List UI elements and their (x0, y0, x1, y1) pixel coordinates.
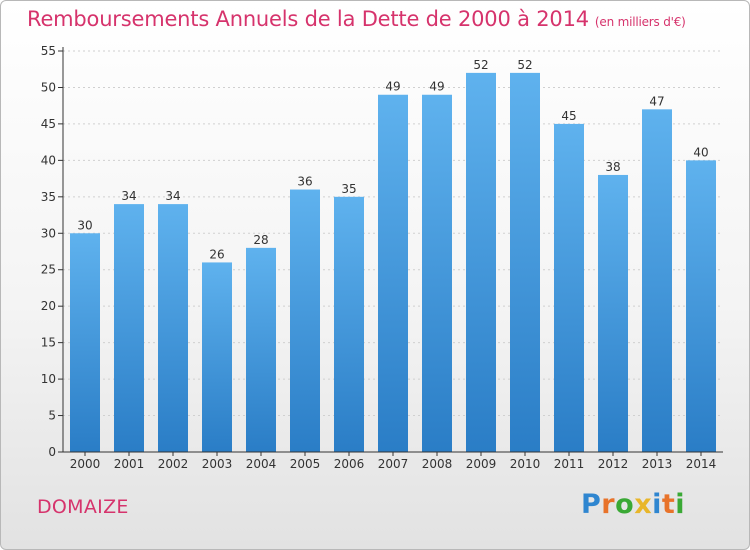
bar (290, 189, 320, 452)
bar-value-label: 35 (341, 182, 356, 196)
bar (70, 233, 100, 452)
bar (378, 94, 408, 452)
bar-value-label: 28 (253, 233, 268, 247)
bar (466, 72, 496, 452)
y-tick-label: 10 (41, 372, 56, 386)
bar-value-label: 52 (473, 58, 488, 72)
y-tick-label: 55 (41, 44, 56, 58)
y-tick-label: 35 (41, 190, 56, 204)
bar (422, 94, 452, 452)
bar-value-label: 30 (77, 218, 92, 232)
x-tick-label: 2008 (422, 457, 453, 471)
bar (686, 160, 716, 452)
bar-value-label: 49 (385, 80, 400, 94)
bar-value-label: 49 (429, 80, 444, 94)
bar (114, 204, 144, 452)
bar (598, 174, 628, 453)
y-tick-label: 50 (41, 80, 56, 94)
bar-value-label: 45 (561, 109, 576, 123)
y-tick-label: 20 (41, 299, 56, 313)
bar (334, 196, 364, 452)
x-tick-label: 2004 (246, 457, 277, 471)
chart-title: Remboursements Annuels de la Dette de 20… (27, 7, 686, 31)
bar-value-label: 52 (517, 58, 532, 72)
y-tick-label: 30 (41, 226, 56, 240)
bar-value-label: 38 (605, 160, 620, 174)
bar-value-label: 47 (649, 94, 664, 108)
x-tick-label: 2005 (290, 457, 321, 471)
logo-letter: o (615, 489, 635, 520)
x-tick-label: 2011 (554, 457, 585, 471)
x-tick-label: 2012 (598, 457, 629, 471)
bar (158, 204, 188, 452)
x-tick-label: 2003 (202, 457, 233, 471)
bar (202, 262, 232, 452)
y-tick-label: 15 (41, 336, 56, 350)
bar (642, 109, 672, 452)
y-tick-label: 25 (41, 263, 56, 277)
bar (554, 123, 584, 452)
proxiti-logo[interactable]: Proxiti (581, 489, 685, 520)
commune-name: DOMAIZE (37, 496, 129, 518)
logo-letter: i (675, 489, 686, 520)
x-tick-label: 2010 (510, 457, 541, 471)
x-tick-label: 2009 (466, 457, 497, 471)
y-tick-label: 45 (41, 117, 56, 131)
x-tick-label: 2014 (686, 457, 717, 471)
bar-value-label: 26 (209, 247, 224, 261)
logo-letter: r (601, 489, 616, 520)
x-tick-label: 2002 (158, 457, 189, 471)
x-tick-label: 2000 (70, 457, 101, 471)
chart-title-text: Remboursements Annuels de la Dette de 20… (27, 7, 589, 31)
bar-value-label: 34 (165, 189, 180, 203)
logo-letter: i (652, 489, 662, 520)
chart-unit: (en milliers d'€) (594, 15, 686, 29)
bar (510, 72, 540, 452)
x-tick-label: 2007 (378, 457, 409, 471)
bar-value-label: 36 (297, 175, 312, 189)
x-tick-label: 2006 (334, 457, 365, 471)
x-tick-label: 2013 (642, 457, 673, 471)
y-tick-label: 5 (48, 409, 56, 423)
y-tick-label: 40 (41, 153, 56, 167)
bar-value-label: 34 (121, 189, 136, 203)
logo-letter: t (661, 489, 676, 520)
logo-letter: P (581, 489, 602, 520)
bar (246, 247, 276, 452)
logo-letter: x (634, 489, 653, 520)
y-tick-label: 0 (48, 445, 56, 459)
bar-value-label: 40 (693, 145, 708, 159)
x-tick-label: 2001 (114, 457, 145, 471)
